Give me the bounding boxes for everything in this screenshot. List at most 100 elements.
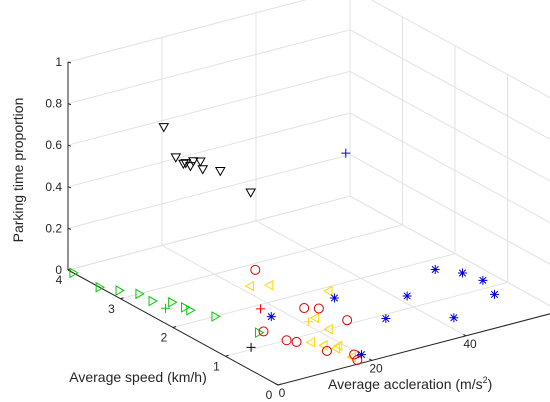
back-wall-grid-line — [67, 29, 351, 105]
z-tick-label: 1 — [55, 55, 62, 69]
z-tick-mark — [67, 144, 72, 147]
x-axis-line — [277, 313, 550, 386]
scatter-point-plus — [161, 303, 171, 313]
z-tick-label: 0.4 — [45, 180, 62, 194]
y-tick-mark — [172, 326, 177, 328]
scatter-point-triangle-left — [346, 351, 356, 363]
z-tick-label: 0.6 — [45, 138, 62, 152]
scatter-point-triangle-right — [69, 267, 79, 279]
y-tick-label: 0 — [266, 388, 273, 402]
scatter-point-asterisk — [381, 314, 391, 324]
scatter-point-asterisk — [329, 293, 339, 303]
scatter-point-asterisk — [478, 275, 488, 285]
z-tick-mark — [67, 103, 72, 106]
back-wall-grid-line — [67, 70, 351, 146]
scatter-point-triangle-left — [323, 323, 333, 335]
scatter-point-asterisk — [457, 268, 467, 278]
scatter-point-triangle-down — [187, 157, 199, 167]
scatter-point-circle — [342, 315, 353, 326]
floor-grid-line — [172, 253, 456, 328]
scatter-point-triangle-left — [332, 340, 343, 352]
scatter-point-circle — [281, 335, 292, 346]
scatter-point-plus — [303, 317, 313, 327]
axis-layer — [67, 61, 550, 386]
y-tick-mark — [277, 383, 282, 386]
z-tick-label: 0.2 — [45, 221, 62, 235]
scatter-point-triangle-left — [330, 343, 341, 354]
scatter-point-circle — [299, 303, 310, 314]
scatter-point-triangle-right — [95, 281, 106, 293]
y-axis-label: Average speed (km/h) — [69, 369, 206, 385]
z-tick-mark — [67, 227, 72, 230]
x-tick-label: 20 — [369, 361, 383, 375]
grid-layer — [67, 0, 550, 386]
floor-grid-line — [120, 224, 403, 300]
side-wall-grid-line — [349, 112, 550, 224]
side-wall-grid-line — [349, 195, 550, 307]
y-tick-label: 1 — [213, 359, 220, 373]
scatter-point-triangle-left — [305, 336, 316, 348]
scatter-point-circle — [321, 345, 332, 356]
scatter-point-circle — [352, 354, 363, 365]
scatter-point-circle — [291, 336, 302, 347]
data-points — [69, 123, 499, 365]
x-axis-label-superscript: 2 — [483, 375, 488, 385]
scatter-point-triangle-right — [186, 304, 196, 316]
x-tick-mark — [463, 333, 467, 337]
x-tick-label: 0 — [279, 386, 286, 400]
x-tick-mark — [369, 358, 373, 361]
x-axis-label-main: Average accleration (m/s — [328, 376, 483, 392]
scatter-point-triangle-right — [148, 295, 158, 307]
y-tick-mark — [225, 354, 229, 357]
scatter-point-triangle-right — [168, 296, 178, 308]
tick-labels: 02040600123400.20.40.60.81 — [45, 55, 477, 402]
scatter-point-asterisk — [430, 264, 440, 274]
y-tick-label: 4 — [56, 273, 63, 287]
z-tick-mark — [67, 61, 72, 64]
scatter-point-plus — [341, 148, 351, 158]
side-wall-grid-line — [370, 0, 550, 99]
scatter-point-asterisk — [266, 312, 276, 322]
back-wall-grid-line — [67, 154, 351, 229]
scatter-point-triangle-left — [309, 312, 320, 324]
y-tick-label: 2 — [161, 331, 168, 345]
scatter-point-triangle-right — [115, 285, 125, 296]
x-axis-label: Average accleration (m/s2) — [328, 375, 492, 392]
scatter-point-triangle-down — [195, 157, 206, 167]
scatter-point-circle — [313, 303, 324, 314]
scatter-point-asterisk — [449, 313, 459, 323]
scatter-point-plus — [246, 342, 256, 352]
floor-grid-line — [225, 281, 508, 357]
scatter-point-triangle-down — [197, 165, 209, 175]
x-tick-label: 40 — [463, 337, 477, 351]
scatter-point-triangle-down — [178, 159, 189, 170]
x-axis-label-suffix: ) — [488, 376, 493, 392]
z-tick-label: 0.8 — [45, 97, 62, 111]
x-tick-mark — [275, 383, 279, 386]
z-tick-mark — [67, 186, 72, 189]
scatter-point-triangle-down — [185, 162, 196, 172]
z-tick-label: 0 — [55, 263, 62, 277]
scatter-point-triangle-down — [214, 167, 226, 177]
back-wall-grid-line — [67, 0, 307, 63]
scatter-point-asterisk — [357, 350, 366, 360]
scatter-point-triangle-right — [181, 302, 191, 313]
back-wall-grid-line — [67, 195, 351, 271]
side-wall-grid-line — [349, 70, 550, 182]
scatter-point-plus — [256, 304, 265, 314]
side-wall-grid-line — [349, 29, 550, 140]
scatter-point-triangle-down — [158, 123, 170, 133]
side-wall-grid-line — [349, 154, 550, 265]
scatter-point-triangle-down — [170, 153, 182, 163]
scatter-point-triangle-left — [263, 279, 274, 291]
scatter-point-triangle-left — [323, 285, 333, 297]
scatter-point-triangle-right — [135, 288, 145, 300]
floor-grid-line — [349, 195, 550, 307]
y-tick-label: 3 — [108, 302, 115, 316]
scatter-point-triangle-left — [244, 280, 255, 292]
back-wall-grid-line — [67, 112, 351, 188]
scatter-point-asterisk — [402, 291, 412, 301]
y-tick-mark — [120, 297, 124, 300]
z-axis-label: Parking time proportion — [10, 98, 26, 243]
